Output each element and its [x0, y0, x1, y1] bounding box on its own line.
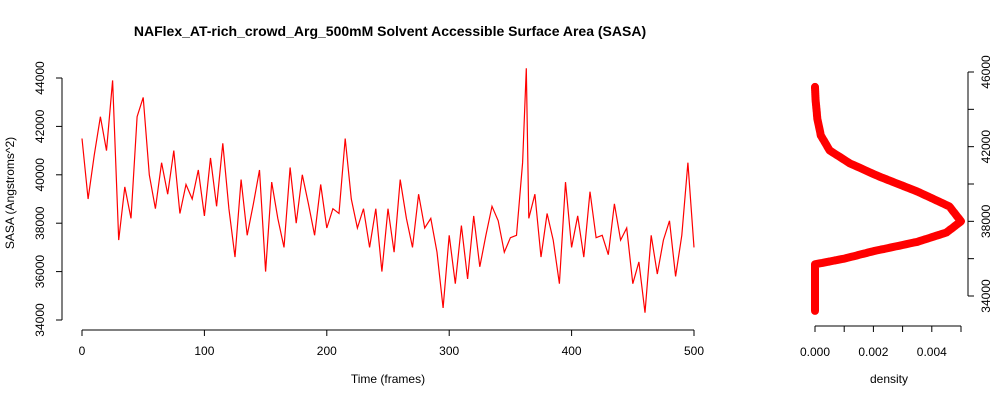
density-curve: [811, 82, 965, 315]
left-y-tick-label: 40000: [33, 158, 47, 192]
left-y-tick-label: 38000: [33, 206, 47, 240]
right-y-tick-label: 38000: [979, 204, 993, 238]
left-y-axis: 34000 36000 38000 40000 42000 44000: [33, 61, 63, 337]
density-panel: 0.000 0.002 0.004 34000 38000 42000 46000 den…: [800, 55, 993, 386]
left-x-tick-label: 500: [684, 344, 704, 358]
right-x-tick-label: 0.000: [800, 345, 830, 359]
right-x-axis: 0.000 0.002 0.004: [800, 325, 962, 359]
right-y-tick-label: 34000: [979, 279, 993, 313]
left-y-tick-label: 36000: [33, 255, 47, 289]
left-y-axis-title: SASA (Angstroms^2): [3, 137, 17, 249]
right-x-tick-label: 0.002: [858, 345, 888, 359]
left-y-tick-label: 34000: [33, 303, 47, 337]
left-x-tick-label: 400: [562, 344, 582, 358]
right-y-tick-label: 46000: [979, 55, 993, 89]
sasa-series: [81, 68, 695, 313]
left-x-axis: 0 100 200 300 400 500: [79, 329, 704, 358]
left-x-tick-label: 0: [79, 344, 86, 358]
left-y-tick-label: 44000: [33, 61, 47, 95]
sasa-timeseries-panel: 0 100 200 300 400 500 34000 36000 38000 40000 420…: [3, 61, 704, 386]
right-y-tick-label: 42000: [979, 130, 993, 164]
density-series: [811, 82, 965, 315]
left-x-axis-title: Time (frames): [351, 372, 425, 386]
right-x-axis-title: density: [870, 372, 908, 386]
right-x-tick-label: 0.004: [917, 345, 947, 359]
chart-title: NAFlex_AT-rich_crowd_Arg_500mM Solvent A…: [134, 23, 646, 39]
right-y-axis: 34000 38000 42000 46000: [967, 55, 993, 313]
left-x-tick-label: 300: [439, 344, 459, 358]
left-x-tick-label: 200: [317, 344, 337, 358]
sasa-line: [81, 68, 695, 313]
left-y-tick-label: 42000: [33, 109, 47, 143]
left-x-tick-label: 100: [194, 344, 214, 358]
